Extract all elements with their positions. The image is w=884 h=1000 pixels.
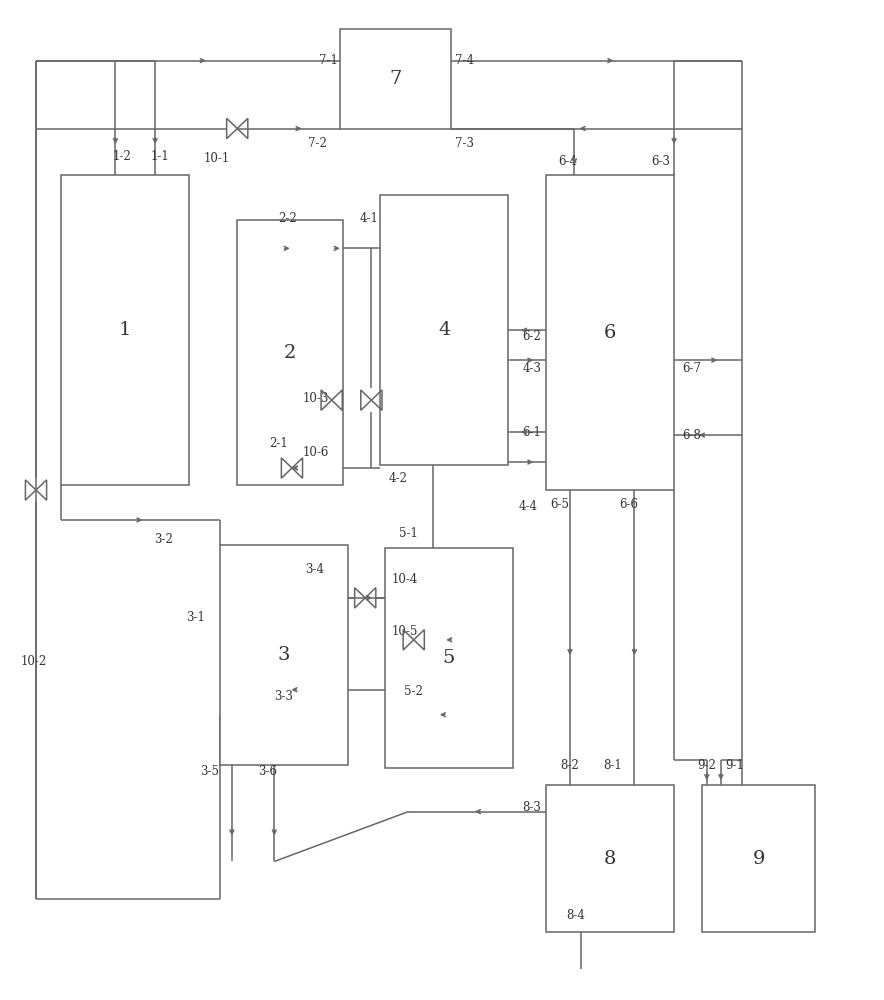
Text: 10-1: 10-1 [204,152,230,165]
Bar [546,175,674,490]
Text: 3-1: 3-1 [187,611,205,624]
Text: 6-1: 6-1 [522,426,541,439]
Text: 4: 4 [438,321,450,339]
Text: 2-1: 2-1 [270,437,288,450]
Bar [219,545,347,765]
Text: 4-2: 4-2 [388,472,408,485]
Text: 9-2: 9-2 [697,759,716,772]
Text: 1-1: 1-1 [150,150,169,163]
Bar [703,785,815,932]
Text: 3: 3 [278,646,290,664]
Bar [546,785,674,932]
Bar [385,548,513,768]
Bar [340,29,451,129]
Text: 3-3: 3-3 [274,690,293,703]
Text: 3-2: 3-2 [154,533,172,546]
Bar [61,175,188,485]
Text: 5: 5 [442,649,454,667]
Text: 6-2: 6-2 [522,330,541,343]
Text: 3-4: 3-4 [305,563,324,576]
Text: 8-4: 8-4 [567,909,585,922]
Text: 4-4: 4-4 [519,500,538,513]
Text: 7-2: 7-2 [309,137,327,150]
Text: 4-3: 4-3 [522,362,542,375]
Text: 5-2: 5-2 [404,685,423,698]
Text: 6-4: 6-4 [559,155,578,168]
Text: 5-1: 5-1 [399,527,418,540]
Text: 7-3: 7-3 [455,137,474,150]
Text: 10-3: 10-3 [302,392,329,405]
Text: 3-5: 3-5 [201,765,219,778]
Bar [380,195,508,465]
Text: 1-2: 1-2 [113,150,132,163]
Text: 10-2: 10-2 [20,655,47,668]
Text: 1: 1 [118,321,131,339]
Text: 7-4: 7-4 [455,54,474,67]
Text: 9: 9 [752,850,766,868]
Text: 8-2: 8-2 [560,759,579,772]
Text: 3-6: 3-6 [258,765,277,778]
Text: 6-3: 6-3 [652,155,670,168]
Text: 8: 8 [604,850,616,868]
Text: 6-6: 6-6 [620,498,638,511]
Text: 8-1: 8-1 [603,759,621,772]
Text: 4-1: 4-1 [360,212,378,225]
Text: 8-3: 8-3 [522,801,541,814]
Text: 7: 7 [390,70,402,88]
Text: 2-2: 2-2 [278,212,297,225]
Text: 9-1: 9-1 [726,759,744,772]
Text: 7-1: 7-1 [319,54,338,67]
Text: 2: 2 [284,344,296,362]
Text: 10-4: 10-4 [392,573,418,586]
Text: 6: 6 [604,324,616,342]
Text: 6-5: 6-5 [550,498,569,511]
Text: 10-5: 10-5 [392,625,418,638]
Text: 6-8: 6-8 [682,429,701,442]
Bar [237,220,343,485]
Text: 6-7: 6-7 [682,362,701,375]
Text: 10-6: 10-6 [302,446,329,459]
